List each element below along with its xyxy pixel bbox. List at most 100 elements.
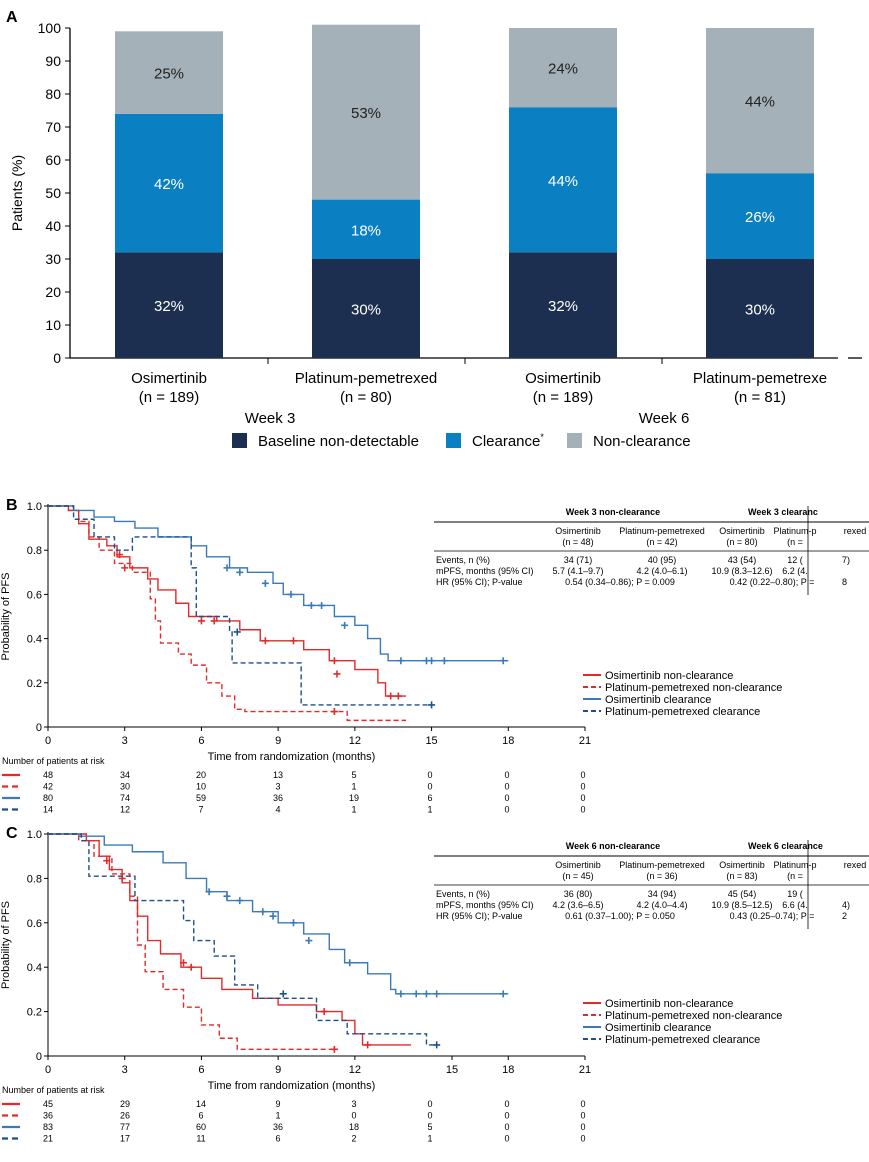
censor-mark [341,621,349,629]
y-axis-title: Probability of PFS [0,572,12,660]
x-axis-title: Time from randomization (months) [208,1080,376,1092]
table-header: Week 6 clearance [748,841,823,851]
risk-count: 0 [504,1099,509,1109]
risk-count: 1 [351,805,356,815]
risk-count: 36 [43,1111,53,1121]
bar-segment [312,24,420,200]
censor-mark [259,908,267,916]
risk-count: 1 [427,1134,432,1144]
risk-count: 0 [580,770,585,780]
risk-count: 0 [427,1099,432,1109]
bar-data-label: 26% [745,209,775,226]
table-cell: 40 (95) [648,555,677,565]
table-row-label: mPFS, months (95% CI) [436,566,534,576]
risk-count: 0 [504,793,509,803]
censor-mark [187,963,195,971]
risk-table-title: Number of patients at risk [2,1085,105,1095]
km-curve [48,833,412,1046]
legend-label: Non-clearance [593,433,691,450]
table-cell: 43 (54) [728,555,757,565]
x-tick-label: 9 [275,1064,281,1076]
x-tick-label: 15 [446,1064,458,1076]
censor-mark [433,1041,441,1049]
y-tick-label: 80 [45,86,61,102]
risk-count: 6 [198,1111,203,1121]
table-row-label: Events, n (%) [436,555,490,565]
category-n-label: (n = 80) [340,389,392,406]
bar-data-label: 18% [351,222,381,239]
bar-segment [115,252,223,358]
legend-label: Osimertinib non-clearance [605,670,733,682]
table-col-name: Platinum-p [773,526,816,536]
table-cell: 34 (71) [564,555,593,565]
risk-count: 0 [504,805,509,815]
x-tick-label: 6 [198,1064,204,1076]
risk-count: 12 [120,805,130,815]
x-tick-label: 21 [579,735,591,747]
risk-table-title: Number of patients at risk [2,756,105,766]
censor-mark [197,617,205,625]
risk-count: 42 [43,782,53,792]
bar-data-label: 53% [351,105,381,122]
censor-mark [233,628,241,636]
risk-count: 0 [580,1111,585,1121]
risk-count: 0 [427,782,432,792]
censor-mark [261,637,269,645]
table-header: Week 6 non-clearance [566,841,660,851]
table-cell: 5.7 (4.1–9.7) [552,566,603,576]
bar-data-label: 44% [745,94,775,111]
risk-count: 0 [504,1111,509,1121]
table-col-name: rexed [844,526,867,536]
censor-mark [205,888,213,896]
table-col-n: (n = 83) [726,871,757,881]
category-n-label: (n = 81) [734,389,786,406]
risk-count: 30 [120,782,130,792]
category-label: Osimertinib [131,370,207,387]
censor-mark [428,701,436,709]
censor-mark [289,637,297,645]
risk-count: 0 [504,782,509,792]
censor-mark [412,990,420,998]
table-col-name: Platinum-pemetrexed [619,860,705,870]
y-tick-label: 0.2 [27,678,42,690]
censor-mark [236,897,244,905]
category-label: Osimertinib [525,370,601,387]
censor-mark [433,990,441,998]
risk-count: 5 [351,770,356,780]
table-cell: 6.2 (4. [782,566,808,576]
table-cell: 10.9 (8.5–12.5) [711,900,772,910]
risk-count: 0 [580,793,585,803]
y-tick-label: 30 [45,251,61,267]
legend-label: Clearance* [472,432,544,450]
risk-count: 20 [196,770,206,780]
table-cell: 45 (54) [728,889,757,899]
table-col-name: Osimertinib [555,860,601,870]
table-col-n: (n = 80) [726,537,757,547]
risk-count: 14 [196,1099,206,1109]
censor-mark [320,1008,328,1016]
risk-count: 36 [273,1122,283,1132]
risk-count: 6 [275,1134,280,1144]
y-tick-label: 0 [53,350,61,366]
category-label: Platinum-pemetrexe [693,370,827,387]
censor-mark [305,937,313,945]
risk-count: 0 [427,1111,432,1121]
table-row-label: HR (95% CI); P-value [436,577,523,587]
risk-count: 4 [275,805,280,815]
x-tick-label: 21 [579,1064,591,1076]
risk-count: 9 [275,1099,280,1109]
risk-count: 59 [196,793,206,803]
risk-count: 48 [43,770,53,780]
table-cell: 0.61 (0.37–1.00); P = 0.050 [565,911,675,921]
bar-data-label: 30% [351,302,381,319]
table-cell: 8 [842,577,847,587]
risk-count: 17 [120,1134,130,1144]
x-tick-label: 3 [122,1064,128,1076]
risk-count: 1 [275,1111,280,1121]
table-col-name: Osimertinib [719,526,765,536]
risk-count: 80 [43,793,53,803]
risk-count: 5 [427,1122,432,1132]
km-curve [48,833,437,1046]
